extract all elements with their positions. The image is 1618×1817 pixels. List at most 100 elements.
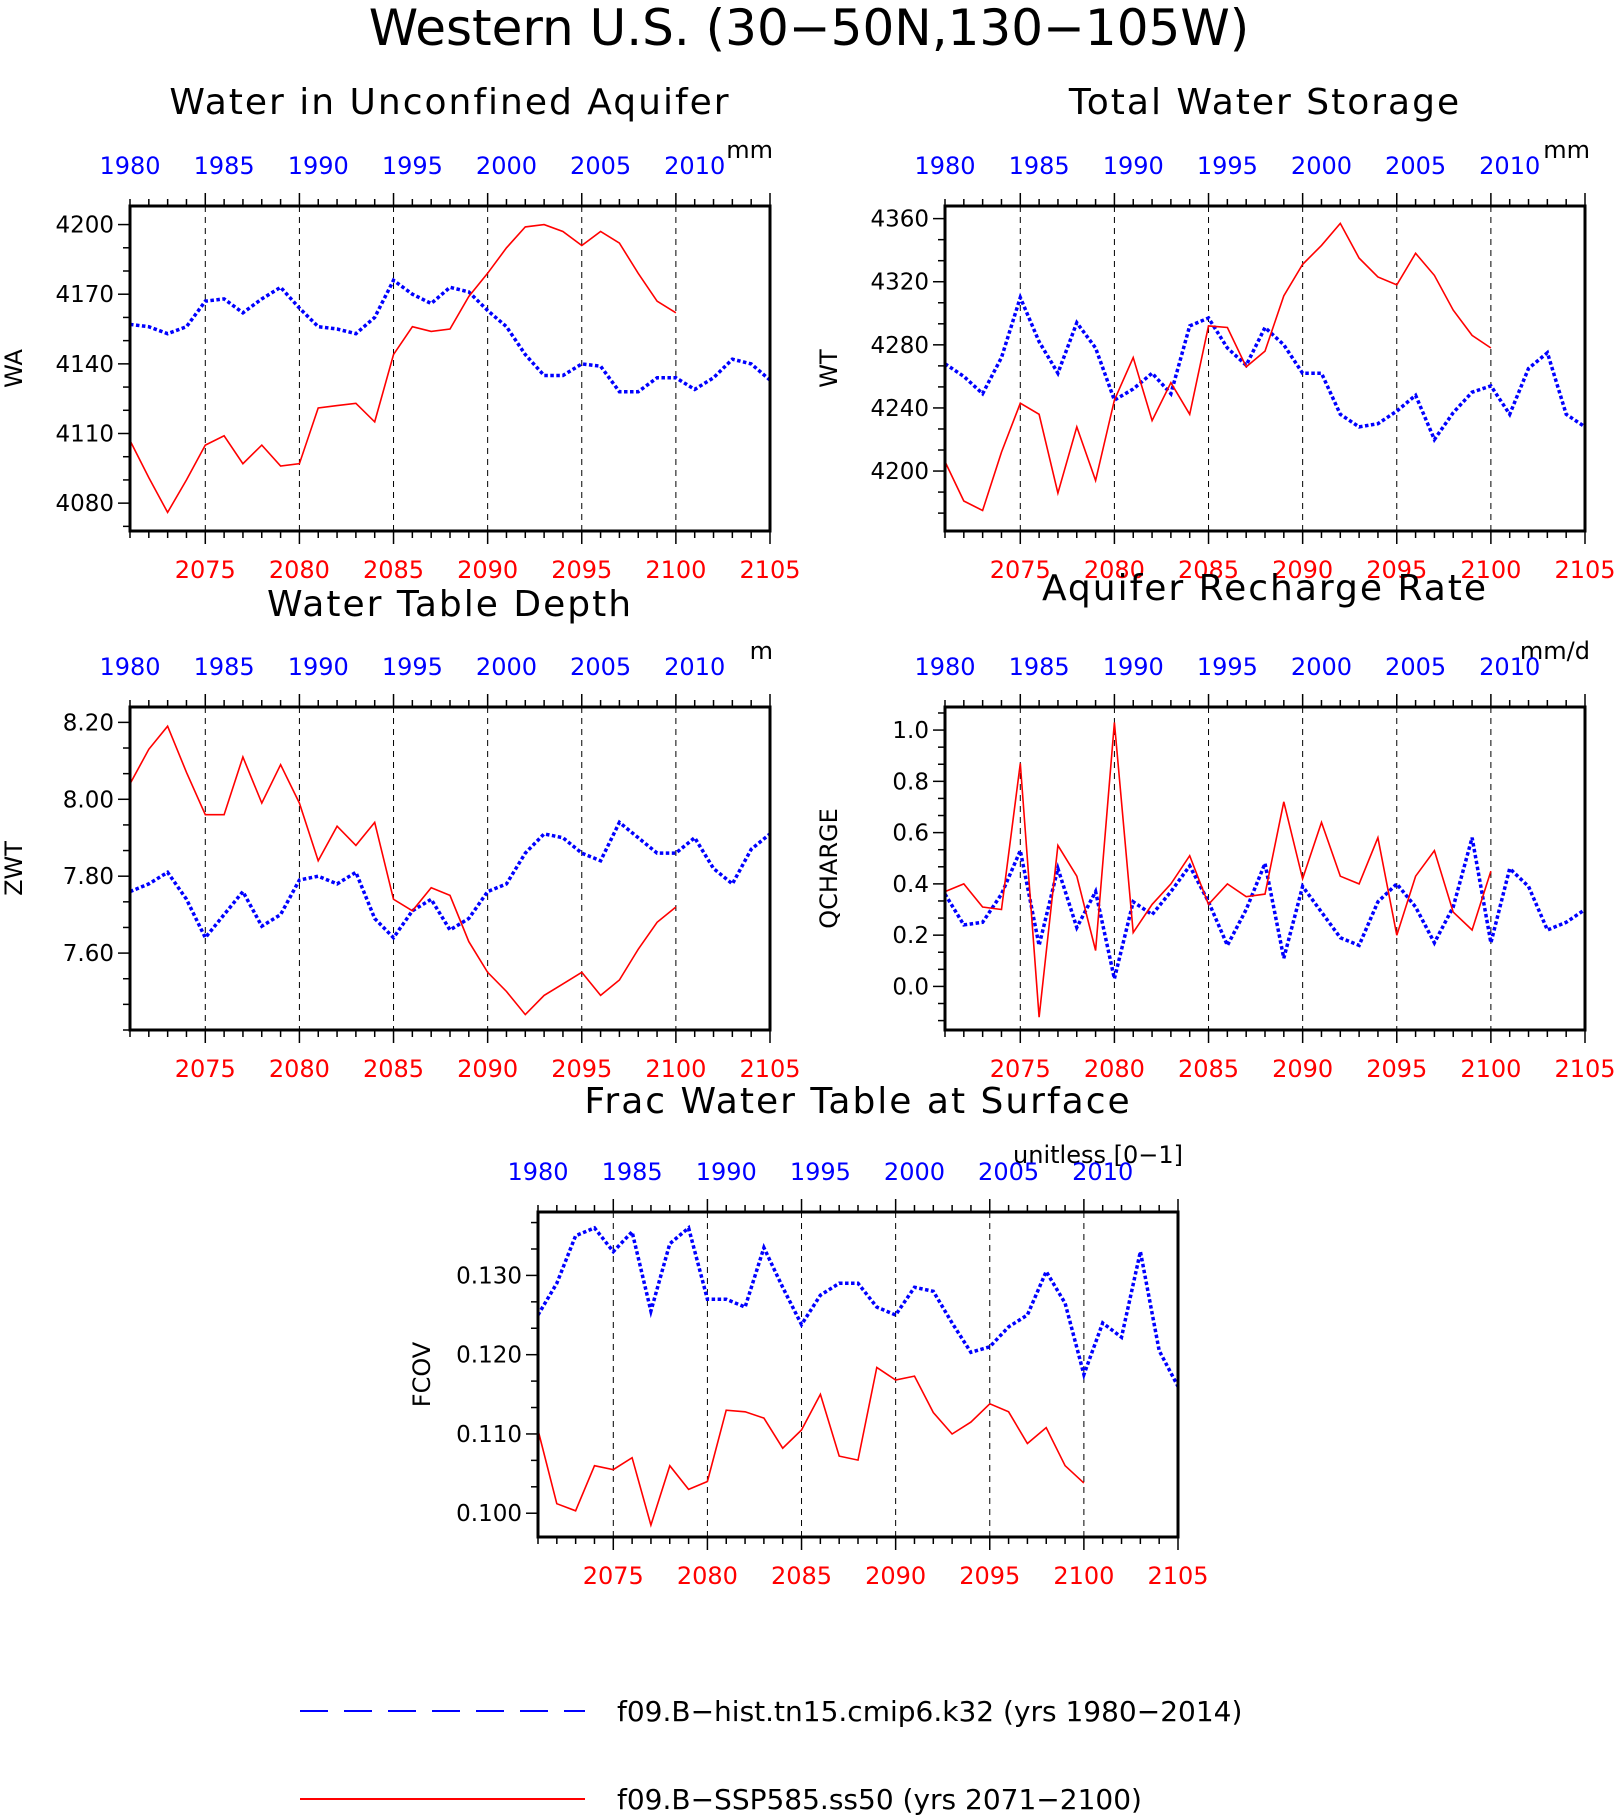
series-line-hist bbox=[129, 819, 772, 941]
x-tick-label-top: 2005 bbox=[570, 653, 631, 681]
y-axis-label: WT bbox=[815, 349, 843, 388]
x-tick-label-bottom: 2090 bbox=[457, 1055, 518, 1083]
x-tick-label-bottom: 2100 bbox=[645, 1055, 706, 1083]
x-tick-label-bottom: 2095 bbox=[551, 1055, 612, 1083]
x-tick-label-top: 1985 bbox=[194, 152, 255, 180]
x-tick-label-bottom: 2075 bbox=[990, 1055, 1051, 1083]
x-tick-label-top: 2005 bbox=[978, 1158, 1039, 1186]
y-axis-label: ZWT bbox=[0, 841, 28, 896]
y-tick-label: 1.0 bbox=[892, 718, 929, 744]
x-tick-label-top: 1995 bbox=[382, 152, 443, 180]
y-tick-label: 0.4 bbox=[892, 872, 929, 898]
series-line-ssp bbox=[537, 1366, 1085, 1528]
x-tick-label-top: 2010 bbox=[664, 152, 725, 180]
chart-title: Water in Unconfined Aquifer bbox=[169, 82, 730, 123]
y-axis-label: FCOV bbox=[408, 1341, 436, 1407]
y-tick-label: 0.6 bbox=[892, 821, 929, 847]
x-tick-label-top: 1980 bbox=[914, 152, 975, 180]
x-tick-label-bottom: 2080 bbox=[269, 556, 330, 584]
y-tick-label: 4170 bbox=[55, 282, 114, 308]
units-label: mm bbox=[726, 136, 773, 164]
y-tick-label: 4320 bbox=[870, 270, 929, 296]
page-title: Western U.S. (30−50N,130−105W) bbox=[369, 0, 1250, 57]
series-line-ssp bbox=[944, 221, 1492, 512]
legend-entry: f09.B−hist.tn15.cmip6.k32 (yrs 1980−2014… bbox=[300, 1695, 1242, 1728]
y-tick-label: 0.120 bbox=[456, 1343, 522, 1369]
x-tick-label-top: 2010 bbox=[1479, 653, 1540, 681]
x-tick-label-bottom: 2085 bbox=[363, 1055, 424, 1083]
y-tick-label: 0.8 bbox=[892, 769, 929, 795]
units-label: m bbox=[750, 637, 773, 665]
chart-title: Aquifer Recharge Rate bbox=[1042, 568, 1488, 609]
series-line-hist bbox=[129, 277, 772, 394]
y-tick-label: 4360 bbox=[870, 207, 929, 233]
units-label: mm bbox=[1543, 136, 1590, 164]
y-tick-label: 0.2 bbox=[892, 923, 929, 949]
y-tick-label: 0.0 bbox=[892, 974, 929, 1000]
x-tick-label-bottom: 2075 bbox=[175, 556, 236, 584]
y-tick-label: 0.110 bbox=[456, 1422, 522, 1448]
y-axis-label: WA bbox=[0, 349, 28, 388]
legend-label: f09.B−hist.tn15.cmip6.k32 (yrs 1980−2014… bbox=[617, 1695, 1242, 1728]
x-tick-label-bottom: 2085 bbox=[1178, 1055, 1239, 1083]
x-tick-label-top: 1980 bbox=[507, 1158, 568, 1186]
x-tick-label-bottom: 2080 bbox=[269, 1055, 330, 1083]
y-tick-label: 7.60 bbox=[63, 941, 114, 967]
units-label: unitless [0−1] bbox=[1013, 1141, 1183, 1169]
legend-entry: f09.B−SSP585.ss50 (yrs 2071−2100) bbox=[300, 1783, 1142, 1816]
x-tick-label-bottom: 2105 bbox=[739, 1055, 800, 1083]
x-tick-label-top: 1985 bbox=[1009, 653, 1070, 681]
chart-panel-3: Water Table Depth m ZWT 2075 2080 2085 2090 209… bbox=[0, 584, 801, 1083]
chart-title: Water Table Depth bbox=[267, 584, 633, 625]
x-tick-label-top: 1980 bbox=[914, 653, 975, 681]
x-tick-label-bottom: 2085 bbox=[1178, 556, 1239, 584]
x-tick-label-bottom: 2075 bbox=[990, 556, 1051, 584]
chart-panel-5: Frac Water Table at Surface unitless [0−1… bbox=[408, 1081, 1209, 1590]
plot-frame bbox=[536, 1210, 1180, 1539]
x-tick-label-bottom: 2090 bbox=[457, 556, 518, 584]
x-tick-label-top: 1990 bbox=[288, 152, 349, 180]
series-line-hist bbox=[943, 837, 1586, 980]
x-tick-label-top: 2000 bbox=[884, 1158, 945, 1186]
y-tick-label: 0.130 bbox=[456, 1263, 522, 1289]
x-tick-label-top: 1985 bbox=[602, 1158, 663, 1186]
x-tick-label-top: 1985 bbox=[1009, 152, 1070, 180]
y-tick-label: 7.80 bbox=[63, 864, 114, 890]
x-tick-label-bottom: 2100 bbox=[1053, 1562, 1114, 1590]
y-tick-label: 4080 bbox=[55, 491, 114, 517]
y-tick-label: 8.20 bbox=[63, 710, 114, 736]
x-tick-label-top: 1995 bbox=[382, 653, 443, 681]
plot-frame bbox=[943, 705, 1587, 1032]
x-tick-label-bottom: 2080 bbox=[1084, 1055, 1145, 1083]
x-tick-label-top: 2000 bbox=[1291, 152, 1352, 180]
series-line-hist bbox=[944, 292, 1586, 444]
series-line-ssp bbox=[129, 724, 677, 1016]
x-tick-label-top: 1995 bbox=[1197, 152, 1258, 180]
x-tick-label-top: 1985 bbox=[194, 653, 255, 681]
legend: f09.B−hist.tn15.cmip6.k32 (yrs 1980−2014… bbox=[300, 1695, 1242, 1816]
y-tick-label: 4200 bbox=[870, 459, 929, 485]
x-tick-label-bottom: 2100 bbox=[1460, 556, 1521, 584]
x-tick-label-bottom: 2090 bbox=[865, 1562, 926, 1590]
x-tick-label-bottom: 2085 bbox=[771, 1562, 832, 1590]
x-tick-label-top: 2005 bbox=[1385, 152, 1446, 180]
y-tick-label: 4110 bbox=[55, 422, 114, 448]
chart-panels: Water in Unconfined Aquifer mm WA 2075 2080 2… bbox=[0, 82, 1616, 1590]
legend-label: f09.B−SSP585.ss50 (yrs 2071−2100) bbox=[617, 1783, 1142, 1816]
x-tick-label-bottom: 2090 bbox=[1272, 556, 1333, 584]
units-label: mm/d bbox=[1520, 637, 1590, 665]
series-line-ssp bbox=[944, 722, 1492, 1018]
chart-title: Total Water Storage bbox=[1068, 82, 1461, 123]
x-tick-label-bottom: 2105 bbox=[739, 556, 800, 584]
x-tick-label-top: 2010 bbox=[1072, 1158, 1133, 1186]
chart-panel-4: Aquifer Recharge Rate mm/d QCHARGE 2075 2080… bbox=[815, 568, 1616, 1083]
x-tick-label-top: 2000 bbox=[476, 653, 537, 681]
x-tick-label-bottom: 2100 bbox=[645, 556, 706, 584]
x-tick-label-top: 1990 bbox=[1103, 152, 1164, 180]
x-tick-label-bottom: 2095 bbox=[1366, 1055, 1427, 1083]
chart-panel-2: Total Water Storage mm WT 2075 2080 2085 2090 2… bbox=[815, 82, 1616, 584]
x-tick-label-top: 2010 bbox=[664, 653, 725, 681]
x-tick-label-top: 1990 bbox=[1103, 653, 1164, 681]
x-tick-label-bottom: 2095 bbox=[959, 1562, 1020, 1590]
